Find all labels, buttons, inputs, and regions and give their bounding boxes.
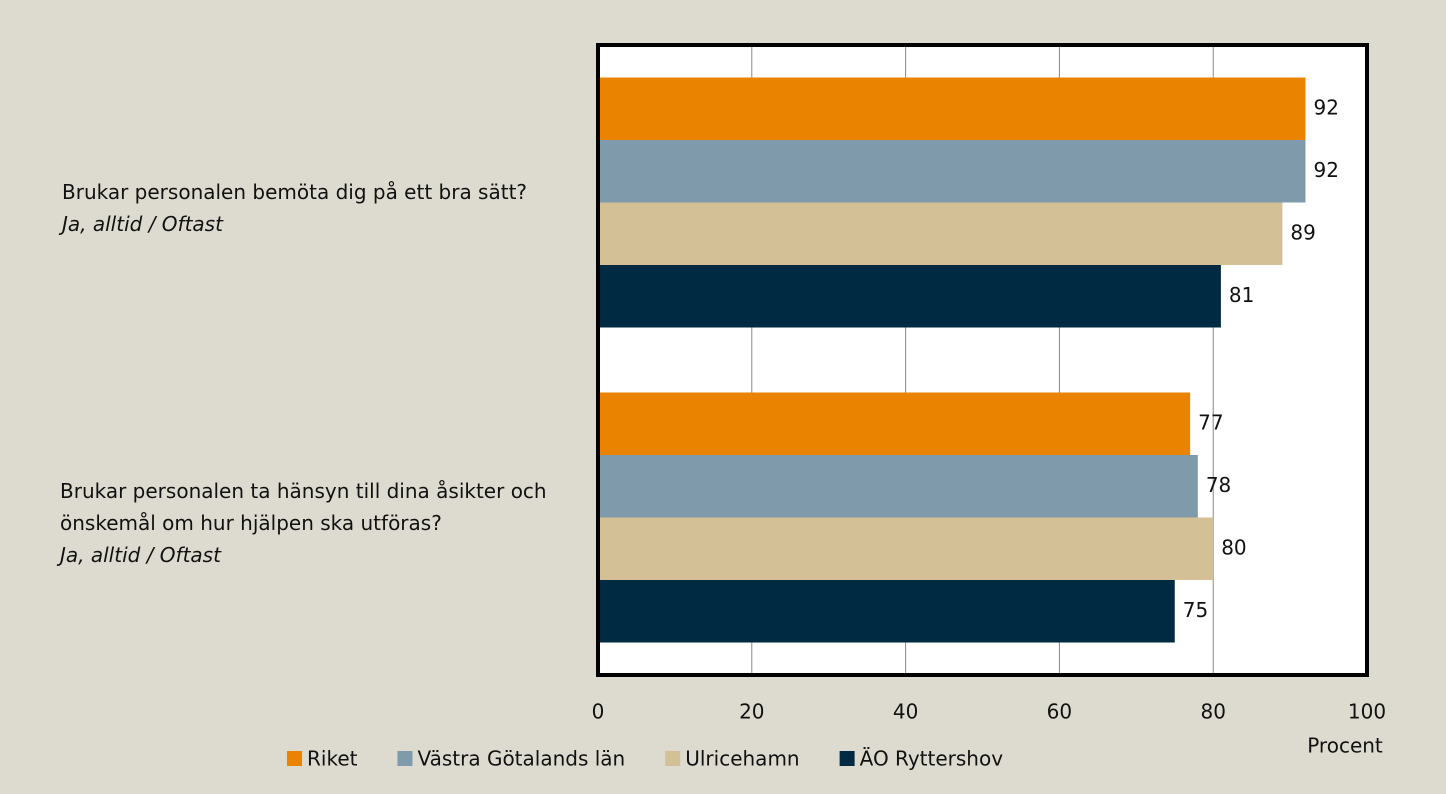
category-note: Ja, alltid / Oftast — [60, 542, 221, 567]
x-tick-label: 20 — [739, 700, 764, 724]
bar — [598, 140, 1306, 203]
plot-border — [596, 43, 1369, 677]
bar — [598, 580, 1175, 643]
legend-swatch — [665, 751, 681, 766]
bar — [598, 265, 1221, 328]
bar — [598, 455, 1198, 518]
category-label: Brukar personalen bemöta dig på ett bra … — [62, 176, 562, 240]
category-text: Brukar personalen ta hänsyn till dina ås… — [60, 478, 547, 535]
legend-label: ÄO Ryttershov — [860, 747, 1004, 771]
data-label: 75 — [1183, 598, 1208, 622]
x-tick-label: 40 — [893, 700, 918, 724]
x-axis-label: Procent — [1307, 734, 1383, 758]
x-tick-label: 100 — [1348, 700, 1386, 724]
bar — [598, 77, 1306, 140]
bar — [598, 392, 1191, 455]
data-label: 89 — [1290, 220, 1315, 244]
bar — [598, 517, 1214, 580]
category-note: Ja, alltid / Oftast — [62, 211, 223, 236]
data-label: 78 — [1206, 473, 1231, 497]
x-tick-label: 60 — [1047, 700, 1072, 724]
x-tick-label: 80 — [1200, 700, 1225, 724]
data-label: 81 — [1229, 283, 1254, 307]
x-tick-label: 0 — [592, 700, 605, 724]
category-label: Brukar personalen ta hänsyn till dina ås… — [60, 475, 560, 571]
data-label: 92 — [1313, 95, 1338, 119]
legend-label: Ulricehamn — [685, 747, 799, 771]
bar — [598, 202, 1283, 265]
legend-swatch — [287, 751, 302, 766]
category-text: Brukar personalen bemöta dig på ett bra … — [62, 179, 528, 204]
legend-label: Riket — [307, 747, 358, 771]
data-label: 92 — [1313, 158, 1338, 182]
legend-swatch — [839, 751, 855, 766]
legend-label: Västra Götalands län — [417, 747, 625, 771]
data-label: 80 — [1221, 535, 1246, 559]
data-label: 77 — [1198, 410, 1223, 434]
legend-swatch — [397, 751, 413, 766]
